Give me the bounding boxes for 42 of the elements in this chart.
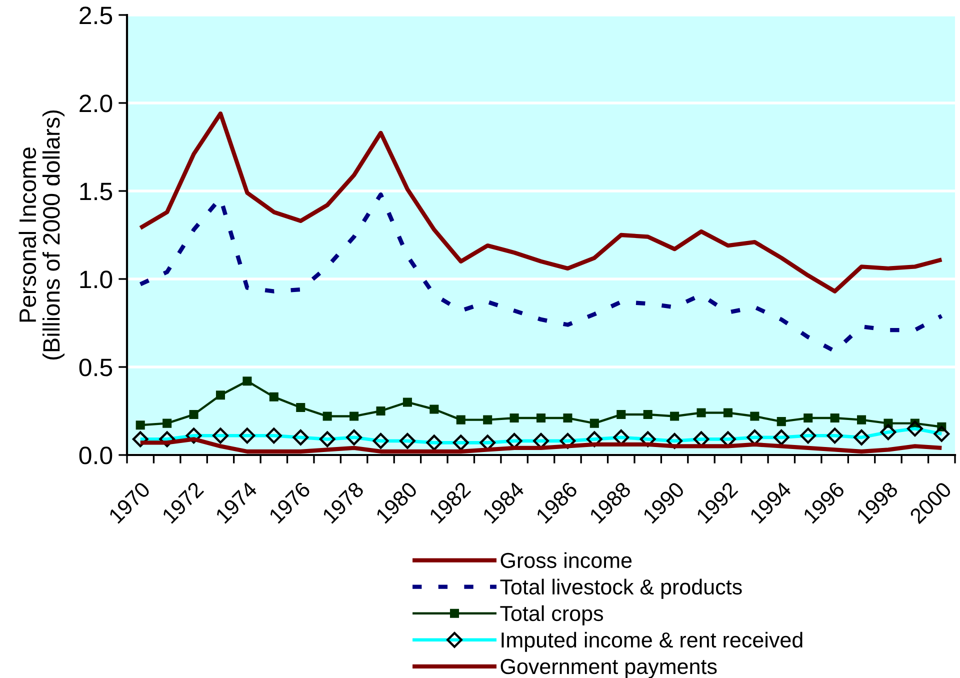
point: [804, 414, 813, 423]
point: [616, 410, 626, 420]
y-tick-label: 1.5: [80, 182, 112, 200]
point: [723, 408, 732, 418]
point: [350, 412, 359, 421]
point: [483, 415, 492, 424]
line-series: [138, 192, 944, 354]
point: [750, 412, 760, 421]
point: [376, 406, 386, 416]
point: [643, 410, 652, 420]
line-series: [138, 111, 944, 294]
y-tick-label: 2.0: [80, 94, 112, 112]
point: [189, 410, 198, 420]
point: [563, 414, 572, 423]
point: [162, 418, 172, 428]
point: [590, 418, 599, 428]
point: [830, 414, 840, 423]
y-axis-title: Personal Income (Billions of 2000 dollars): [18, 110, 64, 360]
point: [776, 417, 786, 426]
point: [136, 420, 145, 430]
point: [269, 392, 278, 402]
legend-label: Imputed income & rent received: [502, 632, 802, 652]
legend-label: Total livestock & products: [500, 578, 742, 599]
point: [536, 414, 546, 423]
point: [857, 415, 866, 424]
point: [322, 412, 332, 421]
point: [242, 376, 252, 386]
y-tick-label: 2.5: [80, 6, 112, 24]
y-tick-label: 0.5: [79, 358, 112, 376]
legend-label: Government payments: [500, 658, 717, 678]
point: [296, 402, 306, 412]
point: [696, 408, 706, 418]
legend-label: Gross income: [500, 552, 632, 568]
point: [456, 415, 466, 424]
point: [216, 390, 226, 400]
point: [430, 404, 439, 414]
point: [402, 398, 412, 407]
point: [670, 412, 680, 421]
y-tick-label: 1.0: [80, 270, 112, 288]
y-tick-label: 0.0: [79, 446, 112, 464]
point: [510, 414, 519, 423]
legend-label: Total crops: [500, 605, 604, 626]
